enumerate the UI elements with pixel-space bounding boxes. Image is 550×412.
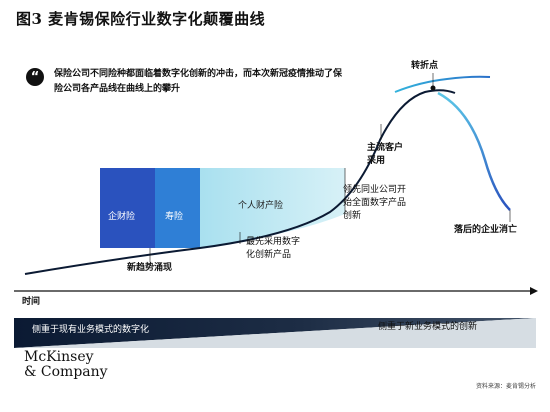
label-xinqushi: 新趋势涌现 bbox=[127, 263, 173, 273]
label-zuixian-2: 化创新产品 bbox=[246, 250, 292, 260]
brand-logo: McKinsey & Company bbox=[24, 350, 108, 380]
page-title: 图3 麦肯锡保险行业数字化颠覆曲线 bbox=[16, 10, 266, 28]
label-lingxian-3: 创新 bbox=[343, 211, 362, 221]
bar-label-geren: 个人财产险 bbox=[238, 201, 284, 211]
time-axis-label: 时间 bbox=[22, 297, 41, 307]
bar-label-qicaixian: 企财险 bbox=[108, 212, 136, 222]
brand-line-2: & Company bbox=[24, 364, 108, 380]
band-right-text: 侧重于新业务模式的创新 bbox=[378, 322, 478, 332]
label-zhuliu-2: 采用 bbox=[367, 156, 386, 166]
label-zhuliu-1: 主流客户 bbox=[367, 143, 404, 153]
quote-icon: “ bbox=[26, 68, 44, 86]
area-geren bbox=[200, 168, 345, 248]
label-luohou: 落后的企业消亡 bbox=[454, 225, 518, 235]
band-light bbox=[14, 318, 536, 348]
label-zhezhedian: 转折点 bbox=[411, 61, 439, 71]
quote-text: 保险公司不同险种都面临着数字化创新的冲击，而本次新冠疫情推动了保险公司各产品线在… bbox=[54, 69, 343, 94]
main-curve bbox=[24, 89, 456, 275]
label-lingxian-1: 领先同业公司开 bbox=[343, 185, 407, 195]
band-left-text: 侧重于现有业务模式的数字化 bbox=[32, 325, 150, 335]
bar-shouxian bbox=[155, 168, 200, 248]
bar-qicaixian bbox=[100, 168, 155, 248]
time-axis-arrow bbox=[530, 287, 538, 295]
source-note: 资料来源：麦肯锡分析 bbox=[475, 383, 536, 390]
label-lingxian-2: 始全面数字产品 bbox=[343, 198, 407, 208]
decline-curve bbox=[437, 91, 511, 211]
bar-label-shouxian: 寿险 bbox=[165, 212, 184, 222]
inflection-point bbox=[430, 85, 436, 91]
brand-line-1: McKinsey bbox=[24, 349, 94, 365]
new-curve bbox=[394, 75, 491, 93]
label-zuixian-1: 最先采用数字 bbox=[246, 237, 301, 247]
